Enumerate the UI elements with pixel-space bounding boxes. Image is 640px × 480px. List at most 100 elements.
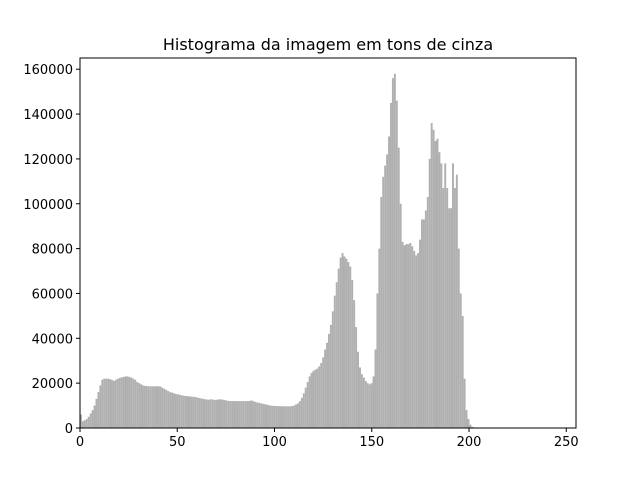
- histogram-bar: [271, 405, 274, 428]
- histogram-bar: [204, 399, 206, 428]
- histogram-bar: [421, 219, 423, 428]
- histogram-bar: [341, 253, 344, 428]
- histogram-bar: [372, 376, 375, 428]
- histogram-bar: [138, 383, 141, 428]
- histogram-bar: [136, 382, 139, 428]
- histogram-bar: [349, 266, 352, 428]
- histogram-bar: [401, 241, 404, 428]
- histogram-bar: [417, 253, 420, 428]
- histogram-bar: [186, 396, 189, 428]
- histogram-bar: [262, 403, 265, 428]
- histogram-bar: [440, 163, 443, 428]
- histogram-bar: [434, 140, 437, 428]
- histogram-bar: [368, 384, 371, 428]
- histogram-bar: [111, 379, 113, 428]
- histogram-bar: [273, 406, 276, 428]
- x-tick-label: 250: [554, 435, 579, 450]
- histogram-bar: [217, 399, 220, 428]
- histogram-bar: [155, 386, 158, 428]
- histogram-bar: [393, 73, 396, 428]
- histogram-bar: [97, 392, 100, 428]
- histogram-bar: [180, 395, 183, 428]
- histogram-bar: [459, 293, 462, 428]
- histogram-bar: [422, 219, 425, 428]
- histogram-bar: [173, 393, 175, 428]
- histogram-bar: [357, 351, 359, 428]
- histogram-bar: [85, 419, 88, 428]
- histogram-bar: [465, 410, 468, 428]
- histogram-bar: [289, 406, 292, 428]
- histogram-bar: [134, 379, 137, 428]
- histogram-bar: [143, 385, 146, 428]
- histogram-bar: [378, 248, 381, 428]
- histogram-bar: [124, 376, 127, 428]
- histogram-bar: [99, 385, 102, 428]
- histogram-bar: [114, 379, 117, 428]
- histogram-bar: [362, 377, 365, 428]
- histogram-bar: [238, 401, 241, 428]
- histogram-bar: [316, 368, 319, 428]
- histogram-bar: [322, 357, 325, 428]
- histogram-bar: [384, 165, 387, 428]
- histogram-bar: [159, 386, 162, 428]
- histogram-bar: [364, 380, 367, 428]
- histogram-bar: [390, 102, 392, 428]
- histogram-bar: [397, 147, 400, 428]
- histogram-bar: [430, 123, 433, 428]
- histogram-bar: [130, 377, 133, 428]
- histogram-bar: [432, 129, 435, 428]
- histogram-bar: [231, 401, 234, 428]
- histogram-bar: [407, 244, 410, 428]
- histogram-bar: [442, 188, 445, 428]
- histogram-bar: [331, 311, 334, 428]
- histogram-bar: [293, 405, 296, 428]
- histogram-bar: [298, 401, 301, 428]
- histogram-bar: [339, 257, 342, 428]
- y-tick-label: 0: [65, 422, 73, 437]
- histogram-bar: [380, 197, 383, 428]
- x-tick-label: 100: [262, 435, 287, 450]
- histogram-bar: [388, 136, 390, 429]
- histogram-bar: [438, 152, 441, 428]
- histogram-bar: [318, 366, 321, 428]
- histogram-bar: [314, 369, 317, 428]
- x-tick-label: 200: [457, 435, 482, 450]
- histogram-bar: [264, 404, 266, 428]
- histogram-bar: [281, 406, 284, 428]
- histogram-bar: [227, 400, 230, 428]
- histogram-bar: [200, 398, 203, 428]
- histogram-bar: [248, 401, 251, 428]
- histogram-bar: [107, 378, 110, 428]
- histogram-bar: [335, 282, 338, 428]
- histogram-bar: [223, 399, 226, 428]
- histogram-bar: [122, 376, 125, 428]
- histogram-bar: [198, 397, 201, 428]
- histogram-bar: [207, 399, 210, 428]
- histogram-bar: [382, 176, 385, 428]
- histogram-bar: [452, 163, 454, 428]
- histogram-bar: [328, 333, 330, 428]
- histogram-bar: [202, 398, 204, 428]
- histogram-bar: [469, 424, 472, 428]
- histogram-bar: [83, 420, 86, 428]
- histogram-bar: [310, 373, 313, 428]
- histogram-bar: [279, 406, 282, 428]
- y-tick-label: 120000: [23, 153, 73, 168]
- histogram-bar: [103, 378, 106, 428]
- histogram-bar: [161, 387, 164, 428]
- histogram-bar: [151, 386, 154, 428]
- histogram-bar: [153, 386, 156, 428]
- histogram-bar: [386, 154, 389, 429]
- histogram-bar: [246, 401, 249, 428]
- histogram-bar: [304, 387, 307, 428]
- histogram-bar: [345, 258, 348, 428]
- histogram-bar: [235, 401, 237, 428]
- histogram-bar: [192, 396, 195, 428]
- y-tick-label: 100000: [23, 198, 73, 213]
- histogram-bar: [411, 246, 414, 428]
- histogram-bar: [128, 376, 131, 428]
- chart-title: Histograma da imagem em tons de cinza: [163, 35, 493, 54]
- histogram-bar: [184, 395, 187, 428]
- histogram-bar: [446, 188, 449, 428]
- histogram-bar: [366, 383, 369, 428]
